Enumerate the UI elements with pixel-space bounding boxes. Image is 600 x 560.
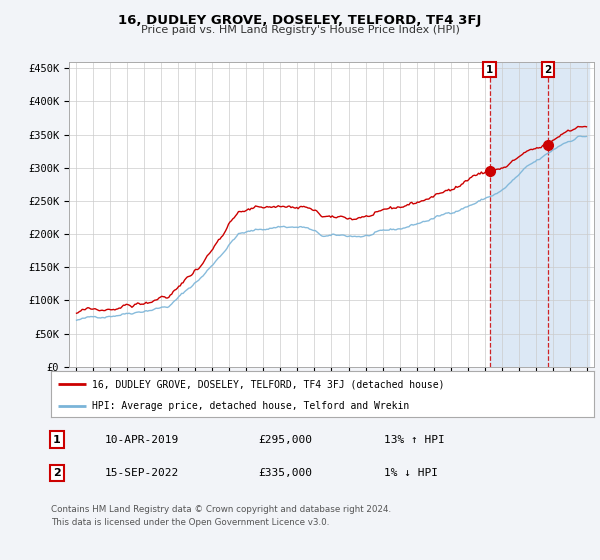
Text: 2: 2 (53, 468, 61, 478)
Text: 1: 1 (486, 64, 493, 74)
Bar (490, 62, 589, 367)
Text: £295,000: £295,000 (258, 435, 312, 445)
Text: 16, DUDLEY GROVE, DOSELEY, TELFORD, TF4 3FJ (detached house): 16, DUDLEY GROVE, DOSELEY, TELFORD, TF4 … (92, 379, 444, 389)
Text: Price paid vs. HM Land Registry's House Price Index (HPI): Price paid vs. HM Land Registry's House … (140, 25, 460, 35)
Text: Contains HM Land Registry data © Crown copyright and database right 2024.
This d: Contains HM Land Registry data © Crown c… (51, 505, 391, 526)
Text: 13% ↑ HPI: 13% ↑ HPI (384, 435, 445, 445)
Text: £335,000: £335,000 (258, 468, 312, 478)
Text: HPI: Average price, detached house, Telford and Wrekin: HPI: Average price, detached house, Telf… (92, 401, 409, 410)
Text: 10-APR-2019: 10-APR-2019 (105, 435, 179, 445)
Text: 15-SEP-2022: 15-SEP-2022 (105, 468, 179, 478)
Text: 16, DUDLEY GROVE, DOSELEY, TELFORD, TF4 3FJ: 16, DUDLEY GROVE, DOSELEY, TELFORD, TF4 … (118, 14, 482, 27)
Text: 2: 2 (545, 64, 552, 74)
Text: 1: 1 (53, 435, 61, 445)
Text: 1% ↓ HPI: 1% ↓ HPI (384, 468, 438, 478)
